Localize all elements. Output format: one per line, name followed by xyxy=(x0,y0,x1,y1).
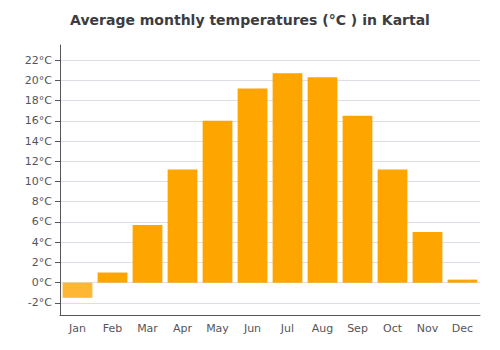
svg-text:Aug: Aug xyxy=(312,322,333,335)
svg-text:6°C: 6°C xyxy=(32,215,52,228)
svg-text:Jun: Jun xyxy=(243,322,261,335)
svg-text:-2°C: -2°C xyxy=(28,296,52,309)
svg-text:Feb: Feb xyxy=(103,322,122,335)
svg-text:4°C: 4°C xyxy=(32,236,52,249)
svg-text:Jul: Jul xyxy=(280,322,294,335)
svg-text:Mar: Mar xyxy=(137,322,158,335)
svg-text:Oct: Oct xyxy=(383,322,403,335)
svg-text:14°C: 14°C xyxy=(25,135,52,148)
svg-text:Dec: Dec xyxy=(452,322,473,335)
svg-text:22°C: 22°C xyxy=(25,54,52,67)
svg-text:May: May xyxy=(206,322,229,335)
svg-text:12°C: 12°C xyxy=(25,155,52,168)
svg-text:10°C: 10°C xyxy=(25,175,52,188)
svg-text:2°C: 2°C xyxy=(32,256,52,269)
svg-text:Nov: Nov xyxy=(417,322,439,335)
svg-text:Jan: Jan xyxy=(68,322,86,335)
svg-text:0°C: 0°C xyxy=(32,276,52,289)
svg-text:18°C: 18°C xyxy=(25,94,52,107)
svg-text:Average monthly temperatures (: Average monthly temperatures (°C ) in Ka… xyxy=(70,12,430,28)
svg-text:8°C: 8°C xyxy=(32,195,52,208)
svg-text:Apr: Apr xyxy=(173,322,193,335)
svg-text:16°C: 16°C xyxy=(25,114,52,127)
svg-text:20°C: 20°C xyxy=(25,74,52,87)
svg-text:Sep: Sep xyxy=(347,322,368,335)
